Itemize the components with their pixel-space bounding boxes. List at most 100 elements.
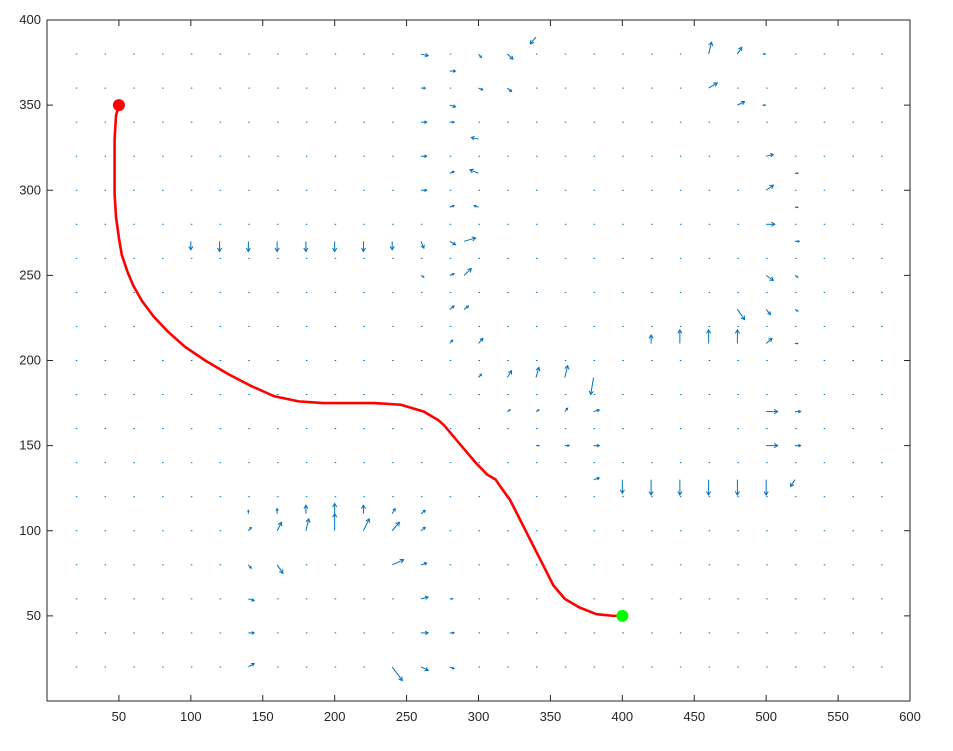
arrow-shaft [420,596,429,600]
arrow-head [424,666,430,672]
field-arrow [449,170,455,174]
field-arrow [588,377,595,396]
field-arrow [473,204,479,208]
arrow-shaft [737,101,745,106]
x-tick-label: 350 [540,709,562,724]
field-arrow [420,666,430,672]
arrow-head [565,407,569,411]
arrow-head [277,521,283,527]
field-arrow [478,53,483,59]
field-arrow [449,305,455,310]
arrow-head [365,517,371,523]
arrow-head [188,246,194,251]
y-tick-label: 100 [19,523,41,538]
arrow-head [422,275,425,278]
arrow-head [249,526,252,530]
arrow-shaft [765,274,774,281]
field-arrow [360,241,366,253]
arrow-shaft [765,184,774,191]
arrow-shaft [276,564,284,574]
arrow-head [424,154,428,159]
field-arrow [766,443,779,449]
arrow-head [470,135,475,141]
arrow-head [740,315,746,321]
arrow-head [762,52,765,56]
x-tick-label: 300 [468,709,490,724]
field-arrow [763,479,769,496]
field-arrow [765,337,773,344]
field-arrow [247,509,250,514]
arrow-shaft [478,338,484,344]
field-arrow [217,241,223,253]
field-arrow [529,36,537,45]
field-arrow [734,328,740,344]
field-arrow [449,666,455,670]
arrow-shaft [564,365,569,378]
arrow-head [537,409,540,412]
field-arrow [420,509,427,515]
field-arrow [478,337,484,344]
field-arrow [391,521,401,532]
arrow-head [467,267,473,273]
field-arrow [593,443,601,448]
arrow-head [422,509,427,513]
arrow-head [424,188,428,193]
arrow-head [452,120,456,124]
field-arrow [420,154,428,159]
arrow-head [480,87,484,91]
y-tick-label: 300 [19,182,41,197]
arrow-head [479,55,483,59]
arrow-head [451,204,455,208]
arrow-head [796,172,799,175]
field-arrow [765,184,775,191]
field-arrow [389,241,395,251]
vector-field [75,36,883,682]
field-arrow [305,517,311,531]
field-arrow [463,236,477,242]
field-arrow [619,479,625,495]
field-arrow [593,476,601,481]
arrow-head [763,491,769,496]
arrow-shaft [593,477,600,481]
field-arrow [706,479,712,496]
arrow-shaft [765,337,773,344]
y-tick-label: 150 [19,438,41,453]
field-arrow [360,504,366,514]
arrow-shaft [391,508,396,514]
x-tick-label: 150 [252,709,274,724]
start-marker [112,99,125,112]
field-arrow [248,598,256,602]
field-arrow [734,479,740,496]
arrow-head [245,247,251,253]
field-arrow [470,135,479,141]
arrow-shaft [736,309,746,320]
arrow-head [479,337,484,342]
field-arrow [794,409,802,414]
arrow-head [773,443,779,449]
arrow-shaft [463,237,476,242]
arrow-head [471,236,477,242]
x-tick-label: 100 [180,709,202,724]
arrow-head [423,86,427,90]
x-tick-label: 400 [611,709,633,724]
arrow-shaft [420,666,429,671]
arrow-head [473,204,477,208]
field-arrow [391,507,396,514]
field-arrow [648,333,654,344]
field-arrow [762,104,767,107]
arrow-head [424,52,430,58]
field-arrow [276,521,283,531]
arrow-head [452,104,457,109]
arrow-shaft [535,367,540,378]
field-arrow [506,87,513,93]
arrow-shaft [766,154,774,157]
x-tick-label: 450 [683,709,705,724]
y-tick-label: 350 [19,97,41,112]
field-arrow [478,373,483,378]
field-arrow [449,120,456,124]
field-arrow [564,444,571,448]
arrow-head [738,46,743,52]
arrow-shaft [391,666,403,681]
arrow-head [422,526,427,530]
arrow-shaft [471,136,479,140]
